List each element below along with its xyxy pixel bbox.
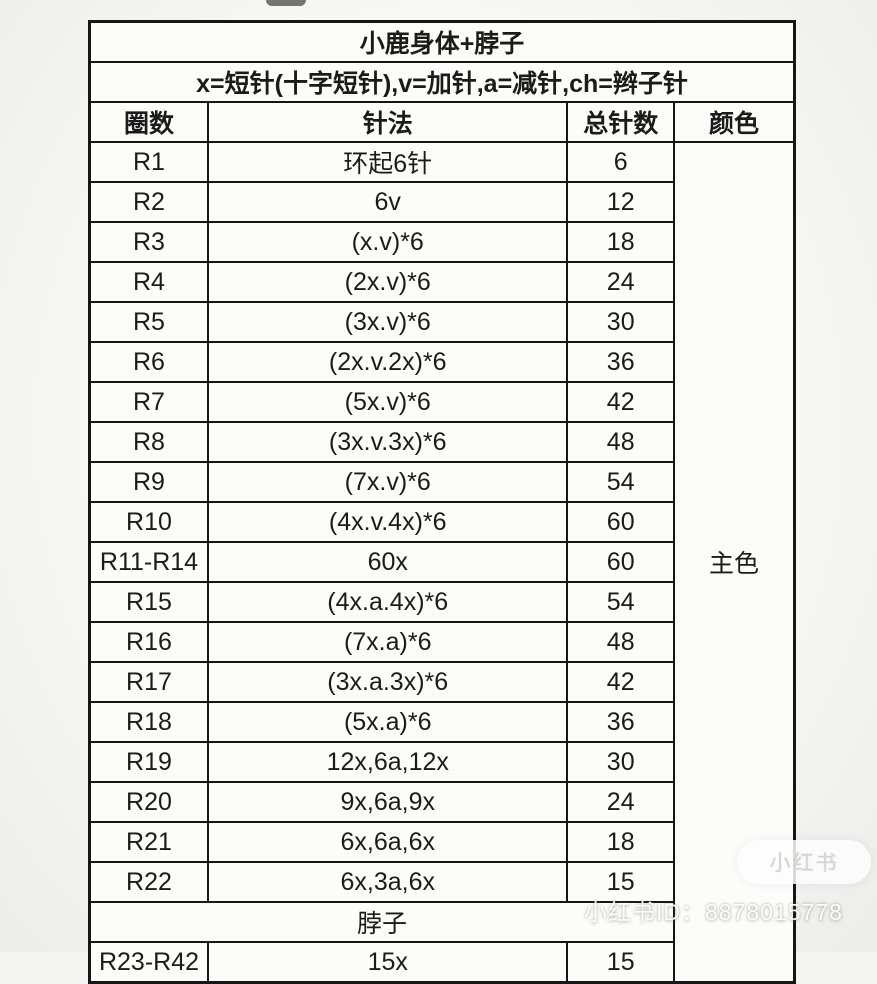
table-title: 小鹿身体+脖子 (88, 20, 796, 63)
round-cell: R10 (88, 501, 209, 543)
total-cell: 30 (566, 301, 675, 343)
table-row: R6 (2x.v.2x)*6 36 (88, 341, 795, 383)
total-cell: 6 (566, 141, 675, 183)
column-header-round: 圈数 (88, 101, 209, 143)
round-cell: R4 (88, 261, 209, 303)
stitch-cell: (4x.a.4x)*6 (206, 581, 569, 623)
total-cell: 42 (566, 661, 675, 703)
total-cell: 42 (566, 381, 675, 423)
round-cell: R22 (88, 861, 209, 903)
round-cell: R23-R42 (88, 941, 209, 984)
header-row: 圈数 针法 总针数 颜色 (88, 101, 796, 143)
neck-section-row: 脖子 (88, 901, 795, 943)
stitch-cell: (5x.v)*6 (206, 381, 569, 423)
table-row: R5 (3x.v)*6 30 (88, 301, 795, 343)
total-cell: 54 (566, 581, 675, 623)
total-cell: 60 (566, 541, 675, 583)
table-row: R8 (3x.v.3x)*6 48 (88, 421, 795, 463)
total-cell: 18 (566, 221, 675, 263)
round-cell: R11-R14 (88, 541, 209, 583)
total-cell: 36 (566, 341, 675, 383)
total-cell: 24 (566, 261, 675, 303)
total-cell: 54 (566, 461, 675, 503)
crochet-pattern-table: 小鹿身体+脖子 x=短针(十字短针),v=加针,a=减针,ch=辫子针 圈数 针… (88, 20, 796, 984)
table-row: R1 环起6针 6 主色 (88, 141, 796, 984)
column-header-stitch: 针法 (206, 101, 569, 143)
table-row: R9 (7x.v)*6 54 (88, 461, 795, 503)
stitch-cell: 15x (206, 941, 569, 984)
stitch-cell: 6x,3a,6x (206, 861, 569, 903)
neck-section-label: 脖子 (88, 901, 675, 943)
total-cell: 36 (566, 701, 675, 743)
stitch-cell: 6x,6a,6x (206, 821, 569, 863)
total-cell: 48 (566, 621, 675, 663)
column-header-total: 总针数 (566, 101, 675, 143)
round-cell: R2 (88, 181, 209, 223)
table-row: R4 (2x.v)*6 24 (88, 261, 795, 303)
xiaohongshu-badge: 小红书 (737, 840, 871, 884)
top-smudge-decoration (266, 0, 306, 6)
round-cell: R5 (88, 301, 209, 343)
round-cell: R18 (88, 701, 209, 743)
total-cell: 30 (566, 741, 675, 783)
stitch-cell: (2x.v)*6 (206, 261, 569, 303)
stitch-cell: (3x.a.3x)*6 (206, 661, 569, 703)
round-cell: R15 (88, 581, 209, 623)
table-row: R2 6v 12 (88, 181, 795, 223)
xiaohongshu-id-watermark: 小红书ID：8878015778 (584, 899, 843, 925)
stitch-cell: (4x.v.4x)*6 (206, 501, 569, 543)
table-row: R3 (x.v)*6 18 (88, 221, 795, 263)
stitch-cell: (5x.a)*6 (206, 701, 569, 743)
column-header-color: 颜色 (672, 101, 796, 143)
stitch-cell: (3x.v.3x)*6 (206, 421, 569, 463)
table-row: R16 (7x.a)*6 48 (88, 621, 795, 663)
table-row: R22 6x,3a,6x 15 (88, 861, 795, 903)
total-cell: 24 (566, 781, 675, 823)
round-cell: R21 (88, 821, 209, 863)
stitch-cell: (3x.v)*6 (206, 301, 569, 343)
round-cell: R7 (88, 381, 209, 423)
table-row: R18 (5x.a)*6 36 (88, 701, 795, 743)
round-cell: R17 (88, 661, 209, 703)
table-row: R21 6x,6a,6x 18 (88, 821, 795, 863)
table-row: R17 (3x.a.3x)*6 42 (88, 661, 795, 703)
total-cell: 15 (566, 941, 675, 984)
round-cell: R19 (88, 741, 209, 783)
round-cell: R16 (88, 621, 209, 663)
stitch-cell: (2x.v.2x)*6 (206, 341, 569, 383)
round-cell: R6 (88, 341, 209, 383)
xiaohongshu-badge-label: 小红书 (769, 852, 839, 875)
stitch-cell: 9x,6a,9x (206, 781, 569, 823)
legend-row: x=短针(十字短针),v=加针,a=减针,ch=辫子针 (88, 61, 796, 103)
round-cell: R8 (88, 421, 209, 463)
round-cell: R3 (88, 221, 209, 263)
table-row: R19 12x,6a,12x 30 (88, 741, 795, 783)
total-cell: 48 (566, 421, 675, 463)
table-row: R15 (4x.a.4x)*6 54 (88, 581, 795, 623)
stitch-cell: 12x,6a,12x (206, 741, 569, 783)
title-row: 小鹿身体+脖子 (88, 20, 796, 63)
stitch-cell: 60x (206, 541, 569, 583)
table-row: R20 9x,6a,9x 24 (88, 781, 795, 823)
stitch-cell: 6v (206, 181, 569, 223)
stitch-cell: (x.v)*6 (206, 221, 569, 263)
round-cell: R1 (88, 141, 209, 183)
color-cell: 主色 (672, 141, 796, 984)
stitch-cell: (7x.v)*6 (206, 461, 569, 503)
table-row: R10 (4x.v.4x)*6 60 (88, 501, 795, 543)
table-row: R11-R14 60x 60 (88, 541, 795, 583)
stitch-cell: (7x.a)*6 (206, 621, 569, 663)
total-cell: 12 (566, 181, 675, 223)
total-cell: 60 (566, 501, 675, 543)
round-cell: R9 (88, 461, 209, 503)
table-row: R7 (5x.v)*6 42 (88, 381, 795, 423)
stitch-legend: x=短针(十字短针),v=加针,a=减针,ch=辫子针 (88, 61, 796, 103)
stitch-cell: 环起6针 (206, 141, 569, 183)
total-cell: 15 (566, 861, 675, 903)
total-cell: 18 (566, 821, 675, 863)
round-cell: R20 (88, 781, 209, 823)
